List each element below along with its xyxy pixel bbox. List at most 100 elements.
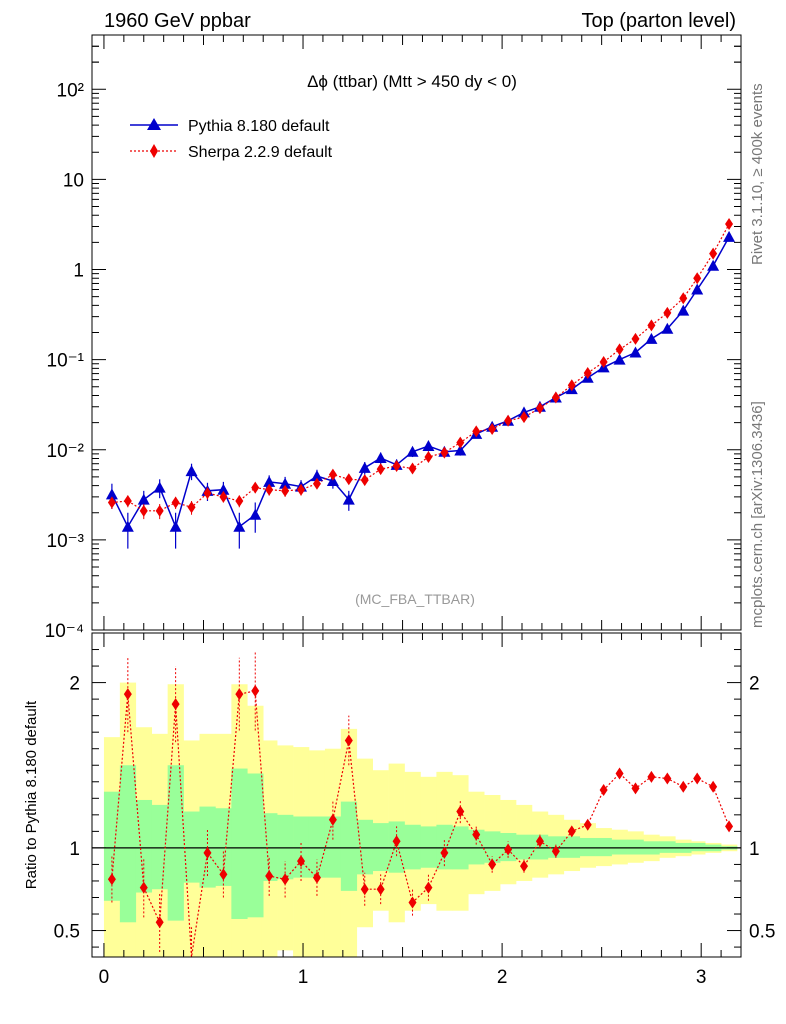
uncertainty-band-green bbox=[261, 813, 278, 881]
sherpa-point bbox=[392, 460, 401, 473]
ratio-point bbox=[567, 825, 576, 838]
uncertainty-band-green bbox=[247, 773, 264, 918]
legend-pythia-marker bbox=[147, 118, 161, 130]
rivet-version-label: Rivet 3.1.10, ≥ 400k events bbox=[749, 83, 766, 265]
sherpa-point bbox=[663, 306, 672, 319]
sherpa-point bbox=[187, 501, 196, 514]
sherpa-point bbox=[344, 473, 353, 486]
sherpa-point bbox=[520, 411, 529, 424]
uncertainty-band-green bbox=[372, 823, 389, 872]
ratio-point bbox=[203, 846, 212, 859]
pythia-point bbox=[374, 452, 387, 464]
sherpa-point bbox=[203, 487, 212, 500]
pythia-point bbox=[677, 304, 690, 316]
pythia-point bbox=[342, 493, 355, 505]
sherpa-point bbox=[235, 495, 244, 508]
sherpa-point bbox=[219, 490, 228, 503]
ratio-point bbox=[312, 871, 321, 884]
mcplots-label: mcplots.cern.ch [arXiv:1306.3436] bbox=[749, 401, 766, 628]
ratio-sherpa-line bbox=[111, 690, 730, 958]
legend-pythia-label: Pythia 8.180 default bbox=[188, 118, 330, 135]
ratio-point bbox=[251, 684, 260, 697]
sherpa-point bbox=[424, 451, 433, 464]
uncertainty-band-green bbox=[356, 819, 374, 875]
uncertainty-band-green bbox=[659, 841, 676, 853]
uncertainty-band-green bbox=[119, 765, 137, 923]
pythia-point bbox=[645, 332, 658, 344]
x-tick-label: 2 bbox=[497, 967, 508, 988]
sherpa-point bbox=[679, 292, 688, 305]
pythia-point bbox=[169, 520, 182, 532]
ratio-point bbox=[408, 896, 417, 909]
pythia-point bbox=[153, 481, 166, 493]
sherpa-point bbox=[615, 343, 624, 356]
ratio-y-tick-label: 2 bbox=[749, 674, 760, 695]
ratio-point bbox=[344, 734, 353, 747]
ratio-panel: 0.5 0.5 1 1 2 2 0 1 2 3 Ratio to Pythia 8.180 def… bbox=[23, 632, 775, 988]
ratio-point bbox=[647, 770, 656, 783]
sherpa-point bbox=[551, 391, 560, 404]
ratio-point bbox=[725, 820, 734, 833]
ratio-y-axis-label: Ratio to Pythia 8.180 default bbox=[23, 700, 40, 889]
legend-sherpa-label: Sherpa 2.2.9 default bbox=[188, 144, 333, 161]
y-tick-label: 1 bbox=[73, 261, 84, 282]
ratio-point bbox=[551, 845, 560, 858]
ratio-point bbox=[456, 805, 465, 818]
pythia-point bbox=[454, 444, 467, 456]
sherpa-point bbox=[504, 414, 513, 427]
pythia-point bbox=[105, 488, 118, 500]
uncertainty-band-green bbox=[563, 836, 581, 858]
sherpa-point bbox=[567, 379, 576, 392]
sherpa-point bbox=[488, 422, 497, 435]
sherpa-point bbox=[155, 504, 164, 517]
ratio-point bbox=[297, 855, 306, 868]
uncertainty-band-green bbox=[627, 839, 644, 855]
ratio-point bbox=[328, 813, 337, 826]
ratio-point bbox=[693, 772, 702, 785]
pythia-point bbox=[185, 465, 198, 477]
uncertainty-band-green bbox=[183, 811, 200, 883]
uncertainty-band-green bbox=[420, 826, 437, 868]
uncertainty-band-green bbox=[308, 816, 326, 878]
sherpa-point bbox=[693, 272, 702, 285]
uncertainty-band-green bbox=[103, 791, 121, 901]
main-axes: 10⁻³ 10⁻² 10⁻¹ 1 10 10² 10⁻⁴ bbox=[45, 34, 742, 642]
ratio-axes: 0.5 0.5 1 1 2 2 0 1 2 3 bbox=[54, 633, 775, 988]
ratio-y-tick-label: 0.5 bbox=[54, 922, 80, 943]
pythia-point bbox=[279, 477, 292, 489]
sherpa-point bbox=[535, 402, 544, 415]
uncertainty-band-green bbox=[468, 829, 485, 865]
ratio-point bbox=[219, 868, 228, 881]
sherpa-point bbox=[725, 217, 734, 230]
pythia-point bbox=[263, 475, 276, 487]
ratio-point bbox=[107, 873, 116, 886]
sherpa-point bbox=[583, 367, 592, 380]
ratio-y-tick-label: 1 bbox=[749, 839, 760, 860]
ratio-point bbox=[615, 767, 624, 780]
ratio-point bbox=[265, 870, 274, 882]
sherpa-line bbox=[111, 223, 730, 512]
pythia-point bbox=[661, 322, 674, 334]
sherpa-point bbox=[647, 319, 656, 332]
ratio-point bbox=[171, 698, 180, 711]
ratio-frame bbox=[91, 632, 742, 958]
y-tick-label: 10⁻¹ bbox=[47, 351, 85, 372]
ratio-point bbox=[520, 860, 529, 873]
ratio-point bbox=[155, 916, 164, 929]
analysis-id-watermark: (MC_FBA_TTBAR) bbox=[355, 591, 475, 607]
ratio-point bbox=[663, 772, 672, 785]
pythia-point bbox=[691, 283, 704, 295]
sherpa-point bbox=[281, 484, 290, 497]
sherpa-point bbox=[440, 446, 449, 459]
ratio-y-tick-label: 0.5 bbox=[749, 922, 775, 943]
sherpa-point bbox=[297, 483, 306, 496]
x-tick-label: 1 bbox=[298, 967, 309, 988]
pythia-point bbox=[406, 445, 419, 457]
ratio-y-tick-label: 2 bbox=[69, 674, 80, 695]
energy-label: 1960 GeV ppbar bbox=[104, 10, 251, 32]
pythia-point bbox=[233, 520, 246, 532]
y-tick-label: 10⁻² bbox=[47, 441, 85, 462]
sherpa-point bbox=[631, 332, 640, 345]
uncertainty-band-green bbox=[277, 814, 294, 880]
ratio-point bbox=[424, 881, 433, 894]
